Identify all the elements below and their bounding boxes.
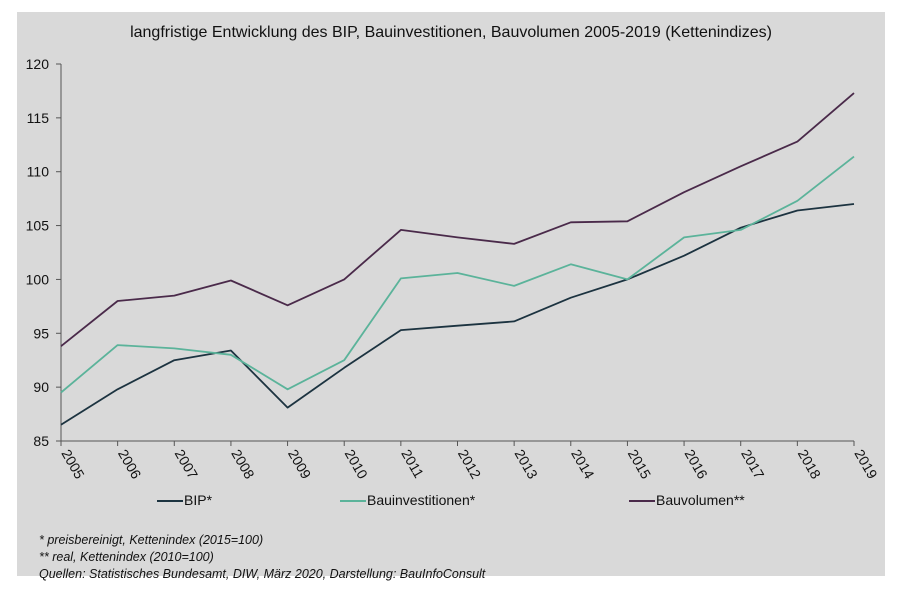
- x-tick-label: 2013: [512, 447, 542, 482]
- x-tick-label: 2019: [851, 447, 881, 482]
- footnotes: * preisbereinigt, Kettenindex (2015=100)…: [39, 532, 485, 583]
- y-tick-label: 90: [33, 379, 49, 395]
- chart-title: langfristige Entwicklung des BIP, Bauinv…: [130, 24, 772, 41]
- legend-label: Bauinvestitionen*: [367, 492, 476, 508]
- y-tick-label: 95: [33, 325, 49, 341]
- x-tick-label: 2007: [172, 447, 202, 482]
- x-tick-label: 2006: [115, 447, 145, 482]
- x-tick-label: 2005: [58, 447, 88, 482]
- x-tick-label: 2014: [568, 447, 598, 482]
- x-tick-label: 2010: [342, 447, 372, 482]
- chart-panel: langfristige Entwicklung des BIP, Bauinv…: [17, 12, 885, 581]
- x-tick-label: 2011: [398, 447, 427, 481]
- y-tick-label: 110: [27, 164, 50, 180]
- x-tick-label: 2012: [455, 447, 485, 482]
- x-tick-label: 2015: [625, 447, 655, 482]
- footnote-real: ** real, Kettenindex (2010=100): [39, 550, 214, 564]
- series-line-1: [60, 155, 855, 394]
- x-tick-label: 2018: [795, 447, 825, 482]
- y-tick-label: 85: [33, 433, 49, 449]
- y-tick-label: 115: [27, 110, 50, 126]
- line-chart: langfristige Entwicklung des BIP, Bauinv…: [26, 24, 881, 508]
- x-tick-label: 2016: [681, 447, 711, 482]
- y-tick-label: 120: [26, 56, 50, 72]
- legend-label: Bauvolumen**: [656, 492, 745, 508]
- series-line-0: [60, 203, 855, 426]
- y-tick-label: 105: [26, 218, 50, 234]
- y-tick-label: 100: [26, 271, 50, 287]
- x-tick-label: 2009: [285, 447, 315, 482]
- x-tick-label: 2008: [228, 447, 258, 482]
- series-line-2: [60, 92, 855, 347]
- legend-label: BIP*: [184, 492, 213, 508]
- footnote-price-adjusted: * preisbereinigt, Kettenindex (2015=100): [39, 533, 264, 547]
- x-tick-label: 2017: [738, 447, 768, 482]
- source-note: Quellen: Statistisches Bundesamt, DIW, M…: [39, 567, 486, 581]
